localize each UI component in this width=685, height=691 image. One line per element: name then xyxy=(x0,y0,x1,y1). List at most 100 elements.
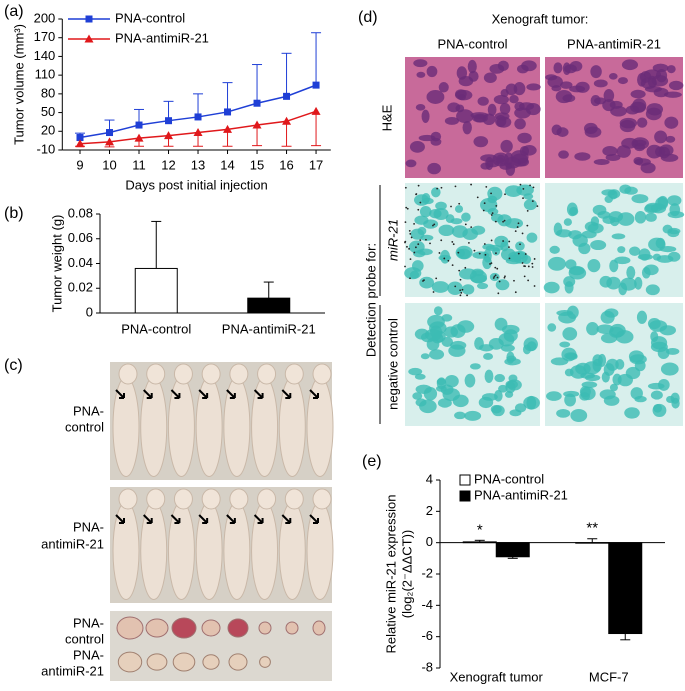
cell xyxy=(410,228,425,240)
cell xyxy=(436,377,447,390)
mouse-head xyxy=(284,363,304,385)
cell xyxy=(643,264,659,276)
legend-label: PNA-antimiR-21 xyxy=(474,487,568,502)
cell xyxy=(584,221,599,232)
y-tick-label: 170 xyxy=(34,29,56,44)
arrow xyxy=(170,389,181,399)
dot xyxy=(490,262,493,264)
dot xyxy=(451,264,454,267)
dot xyxy=(406,245,408,248)
cell xyxy=(605,154,621,161)
cell xyxy=(655,237,666,249)
cell xyxy=(444,117,459,125)
y-tick-label: -2 xyxy=(421,565,433,580)
cell xyxy=(645,212,657,222)
x-tick-label: 17 xyxy=(309,157,323,172)
tumor xyxy=(259,656,271,668)
cell xyxy=(547,75,563,88)
photo-title: Xenograft tumor: xyxy=(492,11,589,26)
dot xyxy=(405,206,408,209)
arrow xyxy=(309,514,319,524)
dot xyxy=(423,279,425,282)
cell xyxy=(614,256,631,265)
cell xyxy=(491,405,505,417)
dot xyxy=(404,186,407,189)
cell xyxy=(553,62,563,74)
cell xyxy=(660,362,679,376)
dot xyxy=(409,277,411,280)
dot xyxy=(432,224,434,227)
x-axis-label: Days post initial injection xyxy=(125,177,267,192)
dot xyxy=(415,193,418,195)
y-axis-label: (log₂(2⁻ΔΔCT)) xyxy=(399,530,414,619)
cell xyxy=(634,276,643,290)
cell xyxy=(450,324,466,338)
y-tick-label: 20 xyxy=(41,123,55,138)
cell xyxy=(469,270,487,284)
dot xyxy=(464,266,467,269)
cell xyxy=(415,104,426,111)
cell xyxy=(487,195,498,204)
y-tick-label: 80 xyxy=(41,85,55,100)
cell xyxy=(609,259,619,273)
dot xyxy=(490,214,493,216)
cell xyxy=(669,203,681,217)
cell xyxy=(454,205,464,213)
dot xyxy=(517,222,520,225)
mouse-head xyxy=(312,488,332,510)
cell xyxy=(664,116,679,129)
cell xyxy=(583,361,601,375)
cell xyxy=(522,145,537,156)
dot xyxy=(464,223,467,226)
cell xyxy=(514,118,526,130)
cell xyxy=(547,256,566,271)
dot xyxy=(496,267,499,270)
dot xyxy=(438,252,441,254)
cell xyxy=(647,382,665,390)
cell xyxy=(441,336,453,347)
row-label: PNA- xyxy=(73,615,104,630)
tumor xyxy=(146,653,168,671)
probe-label: Detection probe for: xyxy=(363,243,378,357)
panel-label: (b) xyxy=(4,205,24,222)
panel-label: (d) xyxy=(358,9,378,26)
dot xyxy=(526,209,529,212)
arrow xyxy=(115,389,125,399)
marker xyxy=(312,81,320,89)
cell xyxy=(467,59,477,74)
cell xyxy=(593,79,608,88)
cell xyxy=(523,199,537,211)
cell xyxy=(652,253,662,261)
cell xyxy=(654,130,668,144)
cell xyxy=(621,59,639,71)
cell xyxy=(500,344,515,352)
dot xyxy=(404,221,407,224)
dot xyxy=(484,253,487,256)
dot xyxy=(502,220,504,223)
dot xyxy=(533,258,536,260)
cell xyxy=(444,374,459,388)
cell xyxy=(521,254,532,265)
dot xyxy=(485,185,488,188)
cell xyxy=(492,152,509,167)
y-axis-label: Relative miR-21 expression xyxy=(383,495,398,654)
cell xyxy=(665,135,676,143)
cell xyxy=(634,211,647,224)
tumor xyxy=(227,618,249,638)
marker xyxy=(252,120,262,129)
cell xyxy=(543,281,560,294)
dot xyxy=(527,265,530,268)
cell xyxy=(498,384,508,393)
cell xyxy=(610,106,627,117)
arrow xyxy=(198,514,209,524)
dot xyxy=(447,259,450,262)
cell xyxy=(495,279,510,291)
dot xyxy=(451,241,454,243)
cell xyxy=(481,393,498,401)
cell xyxy=(657,346,670,360)
cell xyxy=(433,306,443,316)
cell xyxy=(609,100,623,109)
dot xyxy=(458,269,461,272)
tumor xyxy=(116,616,144,640)
dot xyxy=(519,243,521,246)
